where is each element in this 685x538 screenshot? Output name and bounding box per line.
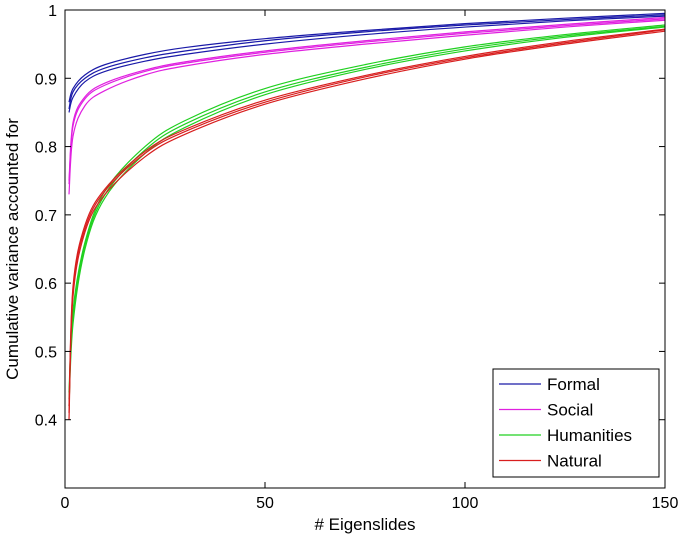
plot-area (68, 12, 666, 420)
series-line-6 (68, 24, 666, 393)
series-line-4 (68, 19, 666, 195)
y-tick-label: 0.6 (35, 276, 57, 293)
series-line-5 (68, 16, 666, 181)
series-line-10 (68, 30, 666, 420)
x-axis-label: # Eigenslides (314, 515, 415, 534)
axis-ticks: 0 50 100 150 0.4 0.5 0.6 0.7 0.8 0.9 1 (35, 3, 679, 512)
plot-frame (64, 9, 666, 489)
series-line-3 (68, 18, 666, 185)
series-line-7 (68, 26, 666, 407)
x-tick-label: 0 (61, 495, 70, 512)
series-line-2 (68, 15, 666, 113)
y-tick-label: 0.9 (35, 71, 57, 88)
legend: Formal Social Humanities Natural (492, 368, 660, 478)
y-tick-label: 0.7 (35, 208, 57, 225)
series-line-11 (68, 28, 666, 407)
y-tick-label: 0.8 (35, 140, 57, 157)
series-line-8 (68, 25, 666, 400)
x-tick-label: 150 (652, 495, 679, 512)
y-tick-label: 0.4 (35, 413, 57, 430)
legend-label-humanities: Humanities (547, 426, 632, 445)
series-line-9 (68, 29, 666, 413)
legend-box (492, 368, 660, 478)
y-tick-label: 0.5 (35, 344, 57, 361)
x-tick-label: 50 (256, 495, 274, 512)
legend-label-natural: Natural (547, 452, 602, 471)
series-line-0 (68, 14, 666, 110)
y-axis-label: Cumulative variance accounted for (3, 118, 22, 380)
series-line-1 (68, 12, 666, 103)
x-tick-label: 100 (452, 495, 479, 512)
legend-label-social: Social (547, 401, 593, 420)
y-tick-label: 1 (48, 3, 57, 20)
legend-label-formal: Formal (547, 375, 600, 394)
